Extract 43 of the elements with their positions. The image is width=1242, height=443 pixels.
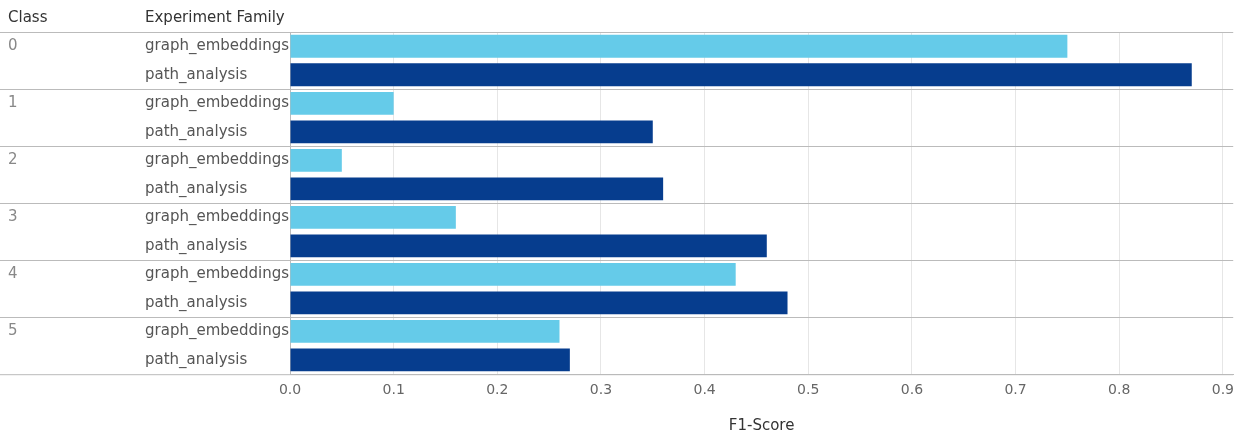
bar bbox=[290, 348, 570, 372]
y-tick-label: graph_embeddings bbox=[145, 321, 290, 341]
x-tick-label: 0.8 bbox=[1108, 381, 1131, 398]
text: 2 bbox=[8, 150, 18, 169]
y-tick-label: graph_embeddings bbox=[145, 36, 290, 56]
text: 1 bbox=[8, 93, 18, 112]
y-tick-label: path_analysis bbox=[145, 64, 248, 84]
x-tick-label: 0.6 bbox=[900, 381, 924, 398]
y-tick-label: path_analysis bbox=[145, 349, 248, 369]
bar bbox=[290, 234, 767, 258]
x-tick-label: 0.2 bbox=[486, 381, 509, 398]
text: 4 bbox=[8, 264, 18, 283]
y-tick-label: path_analysis bbox=[145, 121, 248, 141]
x-tick-label: 0.1 bbox=[382, 381, 405, 398]
y-tick-label: graph_embeddings bbox=[145, 264, 290, 284]
bar bbox=[290, 120, 653, 144]
text: 0 bbox=[8, 36, 18, 55]
y-tick-label: graph_embeddings bbox=[145, 93, 290, 113]
y-tick-label: graph_embeddings bbox=[145, 207, 290, 227]
text: 3 bbox=[8, 207, 18, 226]
bar bbox=[290, 34, 1068, 58]
bar bbox=[290, 63, 1192, 87]
bar bbox=[290, 320, 560, 343]
y-tick-label: path_analysis bbox=[145, 178, 248, 198]
x-tick-label: 0.4 bbox=[693, 381, 716, 398]
x-tick-label: 0.0 bbox=[278, 381, 302, 398]
y-tick-label: path_analysis bbox=[145, 235, 248, 255]
x-tick-label: 0.3 bbox=[589, 381, 613, 398]
x-tick-label: 0.5 bbox=[797, 381, 820, 398]
bar bbox=[290, 91, 394, 115]
x-tick-label: 0.7 bbox=[1004, 381, 1027, 398]
x-axis-title: F1-Score bbox=[728, 415, 795, 434]
text: 5 bbox=[8, 321, 18, 340]
y-axis-title: Experiment Family bbox=[145, 7, 285, 26]
bar bbox=[290, 148, 342, 172]
text: Class bbox=[8, 7, 48, 26]
bar bbox=[290, 205, 456, 229]
bar bbox=[290, 177, 664, 201]
y-tick-label: graph_embeddings bbox=[145, 150, 290, 170]
x-tick-label: 0.9 bbox=[1211, 381, 1234, 398]
y-tick-label: path_analysis bbox=[145, 292, 248, 312]
bar bbox=[290, 262, 736, 286]
bar bbox=[290, 291, 788, 315]
